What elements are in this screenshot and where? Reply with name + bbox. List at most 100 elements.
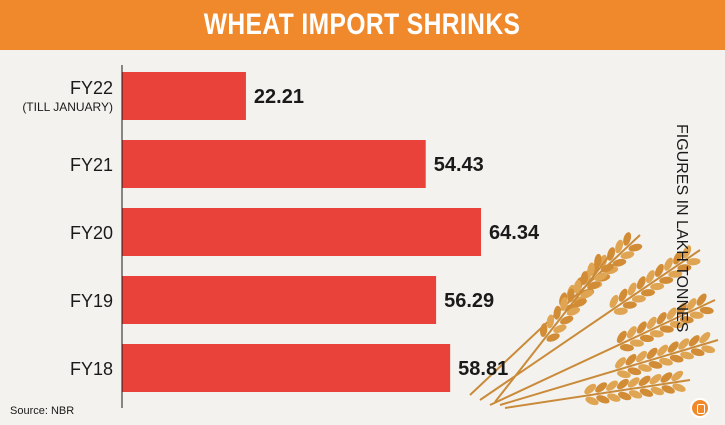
wheat-grain: [627, 377, 640, 388]
wheat-grain: [667, 341, 679, 353]
wheat-grain: [659, 325, 674, 333]
category-label-fy20: FY20: [70, 223, 113, 243]
wheat-grain: [585, 396, 599, 406]
wheat-grain: [560, 297, 568, 312]
category-label-fy21: FY21: [70, 155, 113, 175]
wheat-grain: [616, 378, 629, 390]
wheat-grain: [676, 302, 687, 315]
wheat-grain: [650, 282, 665, 291]
wheat-grain: [627, 282, 637, 296]
wheat-grain: [699, 306, 714, 315]
wheat-grain: [612, 258, 627, 267]
wheat-grain: [566, 307, 581, 316]
wheat-grain: [645, 270, 655, 284]
wheat-grain: [678, 338, 690, 350]
category-label-fy22: FY22: [70, 78, 113, 98]
wheat-grain: [669, 354, 684, 363]
wheat-grain: [587, 262, 595, 277]
wheat-grain: [628, 243, 643, 252]
wheat-grain: [699, 332, 711, 344]
value-label-fy21: 54.43: [434, 154, 484, 176]
wheat-grain: [573, 298, 587, 308]
wheat-grain: [673, 251, 683, 265]
wheat-grain: [648, 361, 663, 369]
wheat-grain: [679, 316, 694, 324]
bar-fy20: [122, 208, 482, 256]
title-banner: WHEAT IMPORT SHRINKS: [0, 0, 725, 50]
wheat-grain: [606, 380, 618, 391]
source-note: Source: NBR: [10, 405, 75, 417]
wheat-grain: [615, 357, 626, 369]
bar-fy22: [122, 72, 246, 120]
wheat-grain: [638, 375, 651, 386]
bar-fy21: [122, 140, 426, 188]
wheat-grain: [631, 295, 646, 303]
wheat-grain: [618, 391, 632, 401]
wheat-grain: [686, 258, 701, 266]
wheat-grain: [680, 351, 694, 360]
wheat-grain: [596, 395, 610, 404]
wheat-grain: [636, 321, 647, 334]
wheat-grain: [609, 294, 619, 308]
category-label-fy19: FY19: [70, 291, 113, 311]
wheat-stalk: [489, 299, 716, 406]
wheat-grain: [669, 320, 684, 329]
wheat-grain: [540, 323, 548, 338]
wheat-grain: [696, 293, 707, 306]
wheat-grain: [626, 326, 637, 339]
wheat-grain: [661, 385, 675, 394]
wheat-grain: [620, 251, 635, 259]
wheat-grain: [616, 330, 627, 343]
wheat-grain: [682, 245, 692, 259]
wheat-grain: [636, 276, 646, 290]
wheat-grain: [553, 305, 561, 320]
wheat-grain: [701, 345, 716, 354]
value-label-fy19: 56.29: [444, 290, 494, 312]
wheat-grain: [607, 393, 621, 402]
wheat-grain: [593, 272, 608, 282]
wheat-grain: [546, 314, 555, 329]
value-label-fy22: 22.21: [254, 86, 304, 108]
wheat-grain: [625, 354, 637, 366]
bar-fy18: [122, 344, 451, 392]
wheat-grain: [628, 390, 643, 399]
wheat-grain: [671, 370, 684, 382]
wheat-grain: [619, 344, 634, 352]
wheat-grain: [638, 364, 652, 372]
wheat-grain: [646, 347, 658, 360]
wheat-grain: [659, 276, 674, 284]
wheat-grain: [587, 281, 601, 290]
wheat-grain: [615, 239, 624, 254]
wheat-grain: [594, 253, 602, 268]
wheat-grain: [584, 383, 597, 395]
wheat-stalk: [499, 339, 719, 406]
wheat-grain: [580, 271, 588, 286]
units-note: FIGURES IN LAKH TONNES: [673, 124, 690, 333]
wheat-grain: [580, 289, 594, 299]
wheat-stalk: [494, 254, 611, 403]
publisher-logo-icon: [690, 398, 710, 418]
wheat-grain: [689, 311, 704, 319]
wheat-grain: [613, 307, 628, 315]
wheat-grain: [600, 263, 614, 273]
wheat-grain: [641, 289, 655, 297]
category-label-fy18: FY18: [70, 359, 113, 379]
value-label-fy18: 58.81: [458, 358, 508, 380]
category-sublabel-fy22: (TILL JANUARY): [22, 100, 113, 114]
wheat-grain: [657, 344, 669, 356]
wheat-grain: [595, 382, 608, 393]
value-label-fy20: 64.34: [489, 222, 540, 244]
wheat-stalk: [504, 379, 691, 409]
wheat-grain: [660, 372, 673, 383]
wheat-grain: [650, 386, 664, 396]
wheat-grain: [688, 335, 700, 347]
wheat-grain: [617, 370, 631, 379]
wheat-grain: [639, 388, 654, 397]
wheat-grain: [666, 307, 677, 320]
wheat-grain: [553, 324, 567, 334]
wheat-grain: [672, 383, 686, 392]
wheat-grain: [639, 334, 654, 343]
wheat-grain: [622, 301, 637, 309]
wheat-grain: [664, 257, 673, 271]
